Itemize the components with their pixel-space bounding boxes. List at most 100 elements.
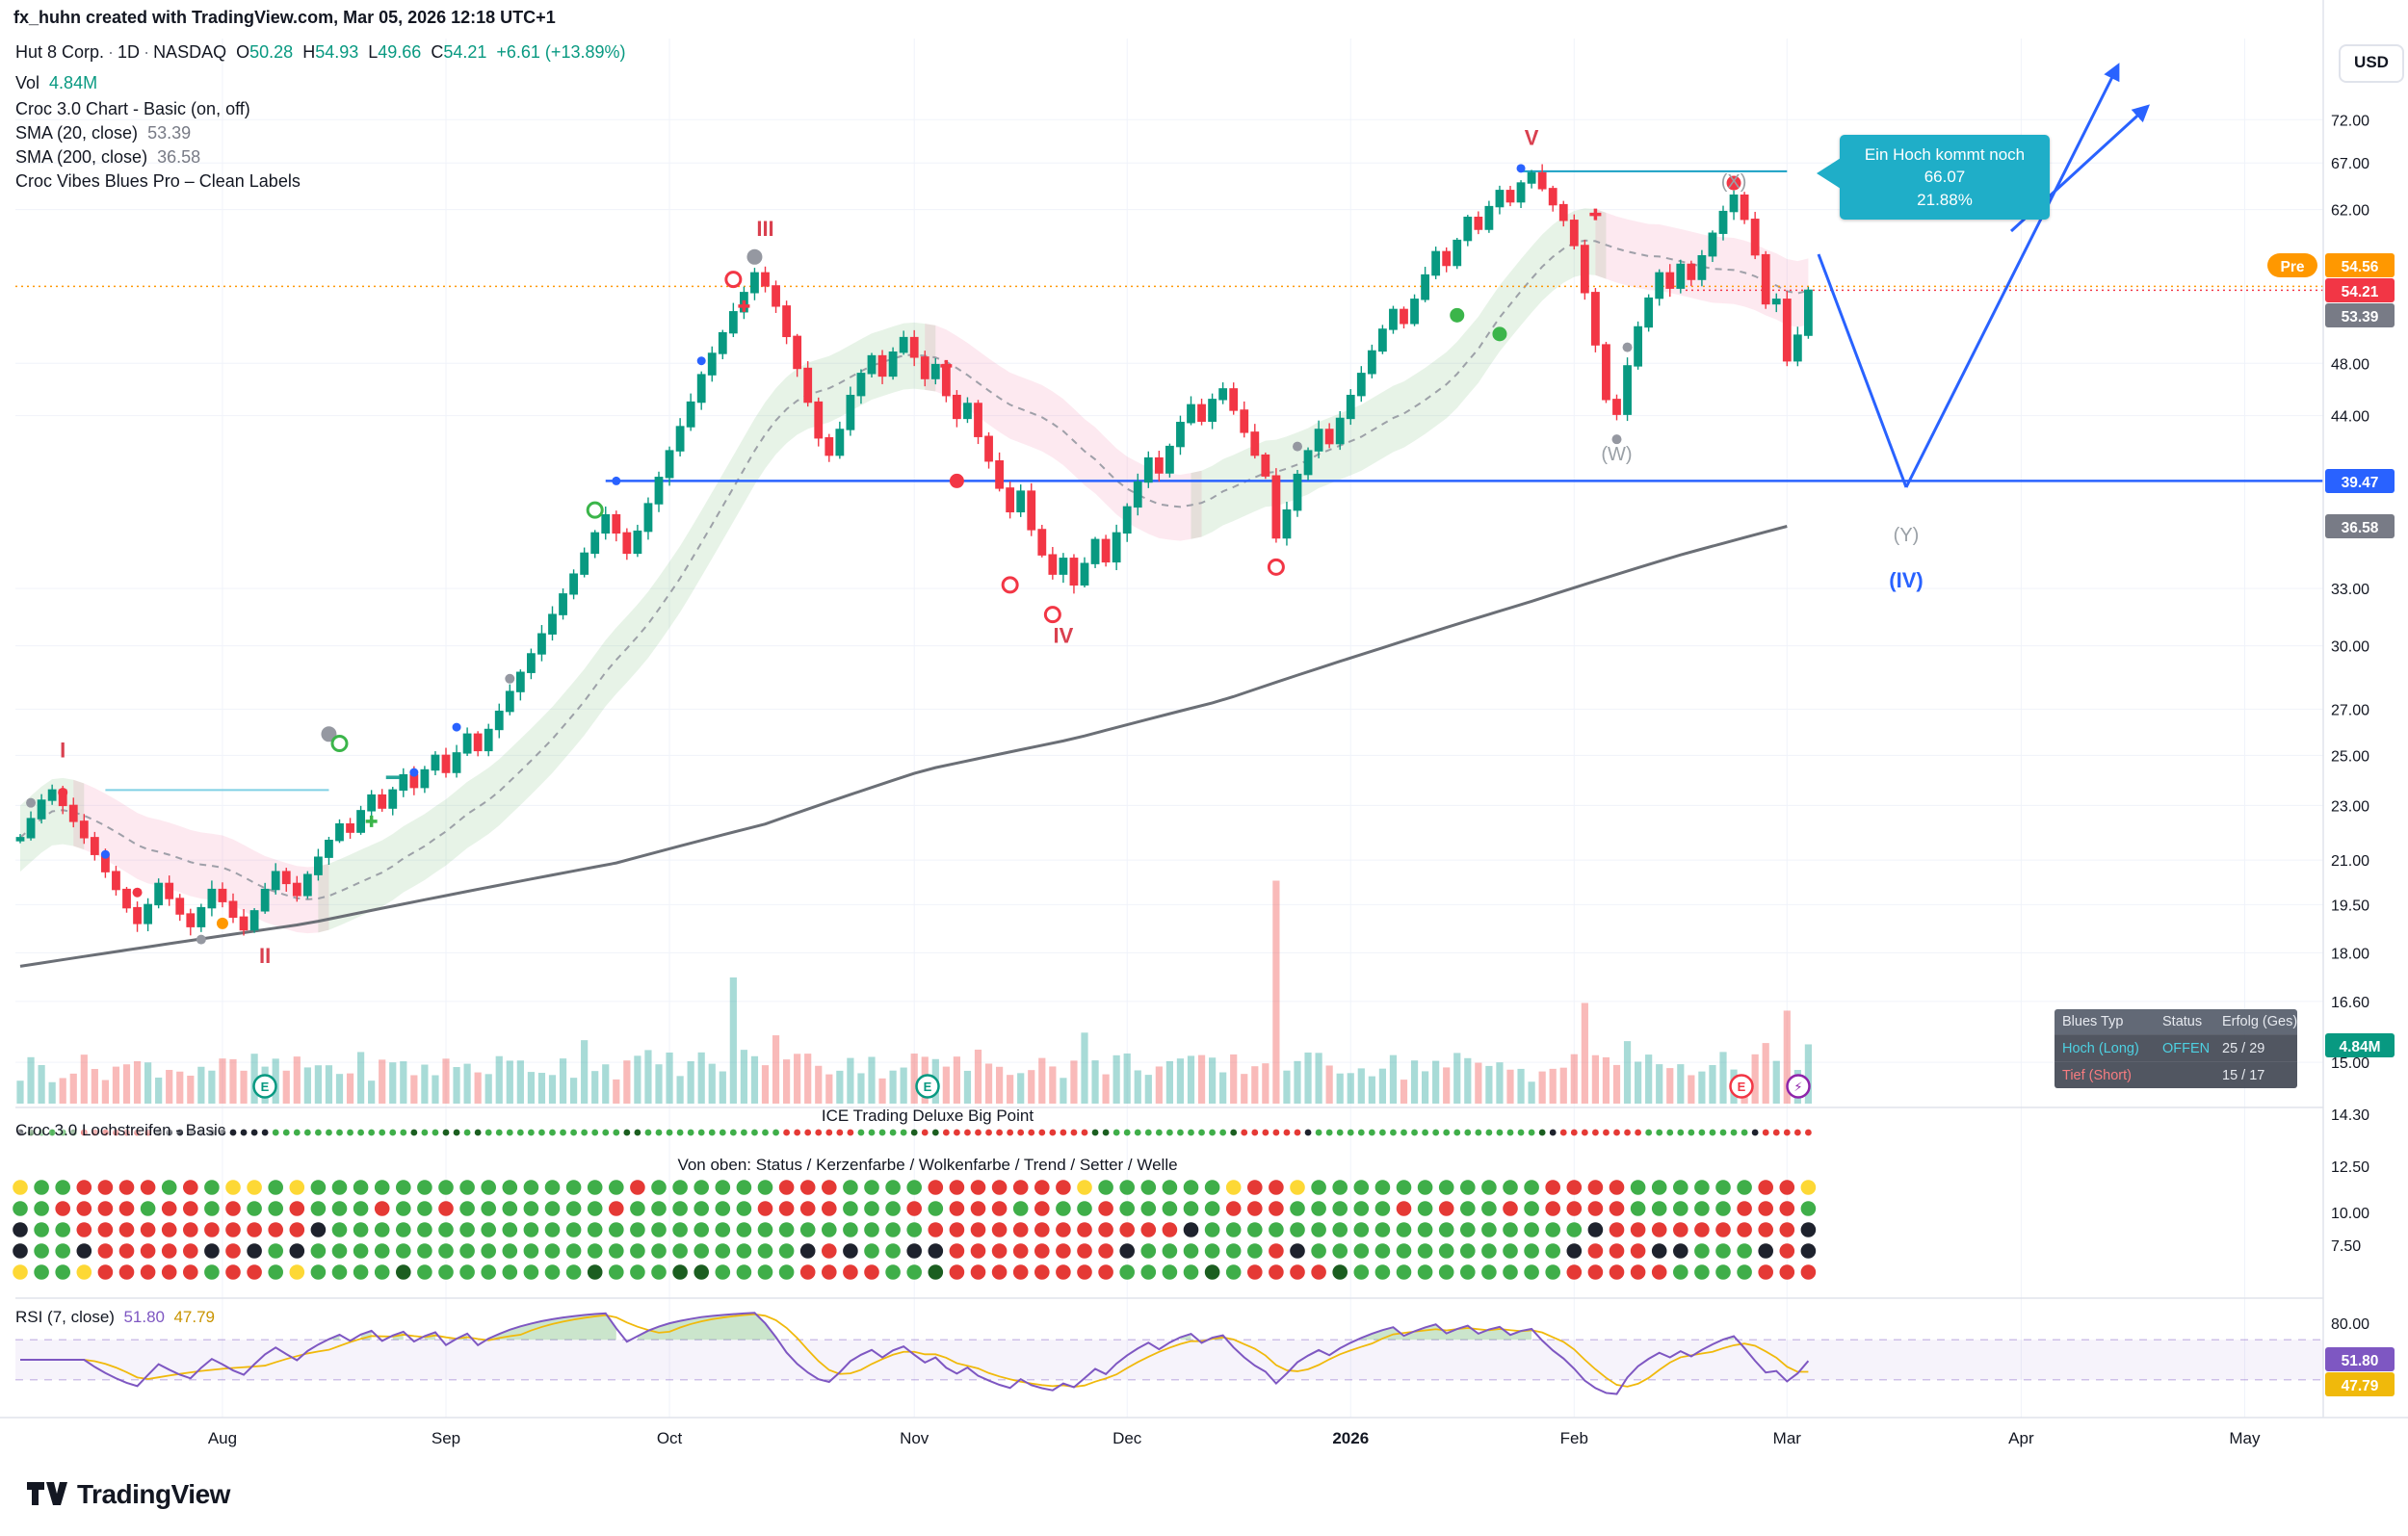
punch-dot [1566, 1180, 1583, 1195]
punch-dot [1609, 1222, 1625, 1237]
punch-dot [1119, 1264, 1135, 1280]
punch-dot-small [613, 1129, 620, 1136]
punch-dot [1290, 1201, 1305, 1216]
candle-body [1229, 388, 1239, 411]
rsi-legend[interactable]: RSI (7, close) 51.80 47.79 [15, 1308, 215, 1326]
event-icons[interactable]: E E E ⚡ [252, 1074, 1811, 1099]
punch-dot-small [1751, 1129, 1759, 1136]
punch-dot-small [463, 1129, 471, 1136]
punch-dot [481, 1243, 496, 1259]
punch-dot [55, 1201, 70, 1216]
punch-dot [1247, 1180, 1263, 1195]
volume-bar [27, 1056, 35, 1104]
candle-body [90, 837, 99, 855]
candle-body [1335, 417, 1345, 445]
candle-body [1059, 558, 1068, 575]
volume-bar [80, 1054, 88, 1104]
punch-dot-small [921, 1129, 929, 1136]
punch-dot [843, 1180, 858, 1195]
legend-volume-row[interactable]: Vol 4.84M [15, 73, 98, 92]
punch-dot [310, 1201, 327, 1216]
red-dot-lg-marker [949, 473, 964, 488]
candle-body [1442, 250, 1452, 267]
candle-body [1590, 292, 1600, 346]
candle-body [1165, 445, 1174, 474]
candle-body [1187, 404, 1195, 424]
price-lines[interactable] [15, 169, 2323, 792]
candle-body [888, 351, 898, 377]
legend-indicator-croc-vibes[interactable]: Croc Vibes Blues Pro – Clean Labels [15, 171, 301, 191]
green-circle-marker [330, 734, 349, 752]
punch-dot [672, 1180, 688, 1195]
currency-toggle-button[interactable]: USD [2339, 44, 2404, 83]
interval-label: 1D [118, 42, 141, 62]
punch-dot [885, 1264, 901, 1280]
legend-indicator-croc-chart[interactable]: Croc 3.0 Chart - Basic (on, off) [15, 99, 250, 118]
punch-dot [161, 1264, 177, 1280]
punch-dot-small [1538, 1129, 1546, 1136]
punch-dot-small [1741, 1129, 1748, 1136]
legend-indicator-sma200[interactable]: SMA (200, close) 36.58 [15, 147, 201, 167]
volume-bar [1496, 1062, 1504, 1104]
punch-dot [34, 1180, 49, 1195]
price-target-callout[interactable]: Ein Hoch kommt noch 66.07 21.88% [1817, 135, 2050, 221]
volume-bar [1804, 1044, 1812, 1104]
punch-dot-small [783, 1129, 790, 1136]
punch-dot [928, 1264, 944, 1280]
legend-ohlc-row[interactable]: Hut 8 Corp. · 1D · NASDAQ O50.28 H54.93 L49.… [15, 42, 626, 62]
volume-bar [878, 1078, 886, 1104]
scales[interactable]: 72.00 67.00 62.00 48.00 44.00 33.00 30.00 27.00… [0, 0, 2408, 1447]
punch-dot-small [719, 1129, 726, 1136]
punch-dot [1545, 1243, 1560, 1259]
punch-dot [928, 1201, 944, 1216]
candle-body [761, 272, 770, 287]
tradingview-logo[interactable]: TradingView [27, 1479, 230, 1510]
punch-dot [1673, 1201, 1688, 1216]
punch-dot [885, 1180, 901, 1195]
punch-dot [417, 1201, 432, 1216]
punch-dot-small [250, 1129, 258, 1136]
punch-dot [1545, 1264, 1560, 1280]
punch-dot-small [357, 1129, 364, 1136]
punch-dot-small [484, 1129, 492, 1136]
punch-dot [651, 1201, 667, 1216]
candle-body [1027, 490, 1036, 531]
candle-body [1516, 182, 1526, 203]
punch-dot-small [1762, 1129, 1769, 1136]
volume-bar [623, 1060, 631, 1104]
punch-dot [438, 1264, 454, 1280]
candle-body [899, 336, 908, 353]
volume-bar [176, 1071, 184, 1104]
punch-dot [502, 1201, 518, 1216]
projection-drawing[interactable] [1817, 63, 2150, 488]
punch-dot [736, 1264, 752, 1280]
volume-bar [676, 1076, 684, 1104]
punch-dot-small [1007, 1129, 1014, 1136]
punch-dot-small [804, 1129, 812, 1136]
punch-dot [757, 1264, 773, 1280]
candle-body [559, 593, 567, 615]
punch-dot [822, 1222, 837, 1237]
punch-dot-small [1698, 1129, 1706, 1136]
volume-bar [1091, 1060, 1099, 1104]
legend-indicator-sma20[interactable]: SMA (20, close) 53.39 [15, 123, 192, 143]
punch-dot [1800, 1180, 1817, 1195]
punch-dot [864, 1180, 879, 1195]
volume-bar [1176, 1058, 1185, 1104]
candle-body [1548, 188, 1557, 206]
volume-bar [1410, 1060, 1419, 1104]
candle-body [346, 822, 354, 833]
punch-dot [13, 1243, 28, 1259]
red-circle-marker [1043, 606, 1061, 624]
punch-dot [76, 1222, 92, 1237]
punch-dot [204, 1222, 220, 1237]
stats-row-tief-short: Tief (Short) 15 / 17 [2055, 1061, 2297, 1088]
volume-bar [1060, 1078, 1067, 1104]
candle-body [1218, 388, 1228, 401]
lochstreifen-legend[interactable]: Croc 3.0 Lochstreifen - Basic [15, 1121, 226, 1139]
volume-bar [953, 1056, 960, 1104]
candle-body [133, 906, 142, 924]
punch-dot [374, 1222, 390, 1237]
projection-line [1817, 253, 1908, 488]
